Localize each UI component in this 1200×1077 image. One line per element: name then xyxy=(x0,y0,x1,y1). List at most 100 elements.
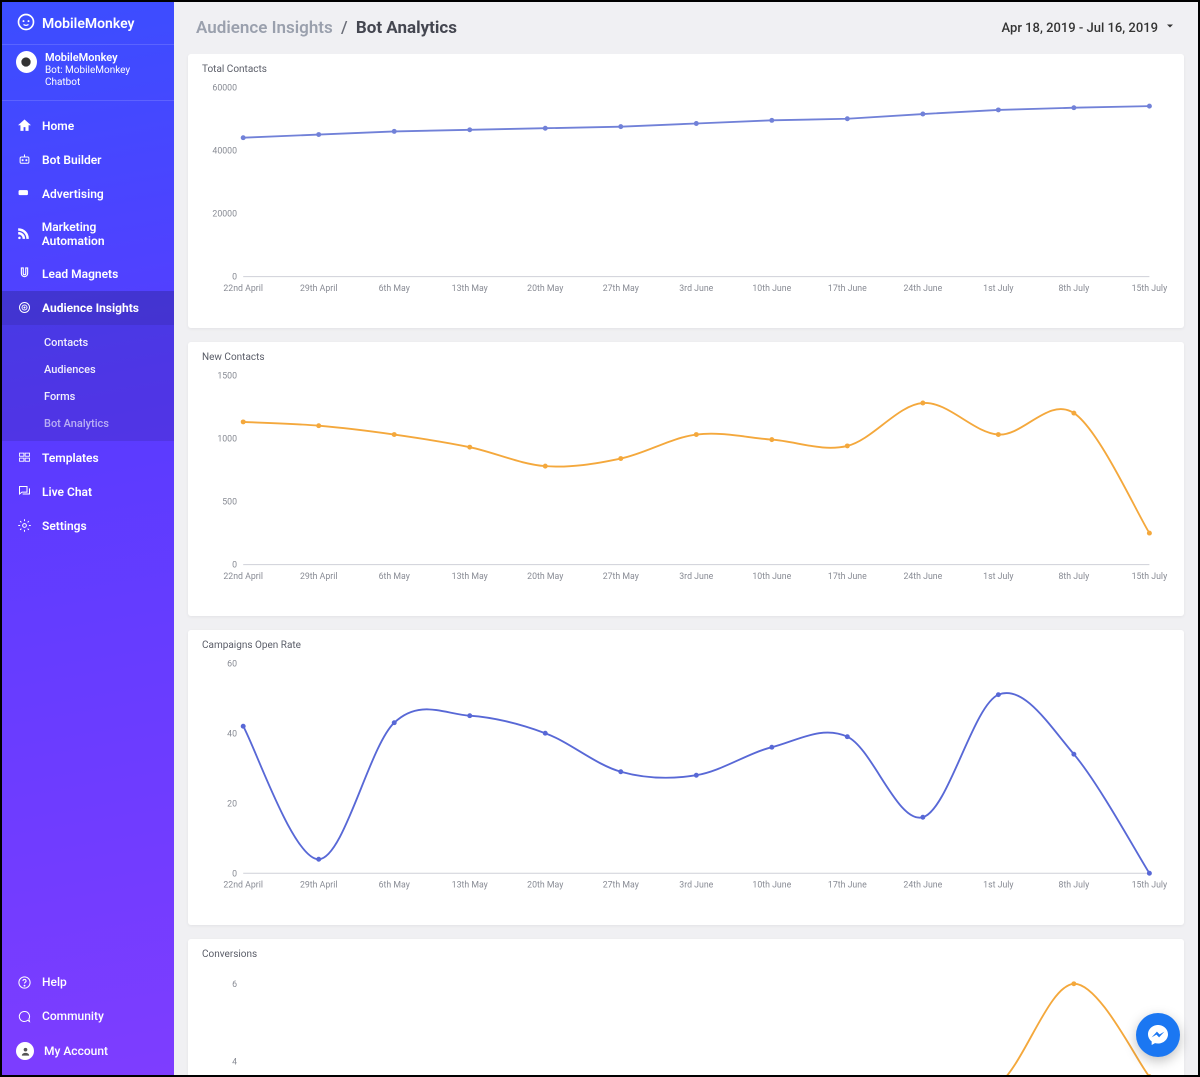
svg-text:24th June: 24th June xyxy=(903,572,942,582)
svg-text:3rd June: 3rd June xyxy=(679,881,713,891)
breadcrumb-parent[interactable]: Audience Insights xyxy=(196,18,333,38)
svg-text:1st July: 1st July xyxy=(983,881,1014,891)
date-range-label: Apr 18, 2019 - Jul 16, 2019 xyxy=(1002,21,1158,36)
content-scroll[interactable]: Total Contacts020000400006000022nd April… xyxy=(174,54,1198,1075)
svg-text:8th July: 8th July xyxy=(1059,881,1091,891)
svg-text:10th June: 10th June xyxy=(752,284,791,294)
magnet-icon xyxy=(16,266,32,282)
sidebar-item-advertising[interactable]: ADSAdvertising xyxy=(2,177,174,211)
chart-title: Total Contacts xyxy=(202,64,1170,75)
svg-text:20000: 20000 xyxy=(212,210,237,220)
rss-icon xyxy=(16,226,32,242)
footer-nav: HelpCommunityMy Account xyxy=(2,965,174,1075)
chart-svg: 020000400006000022nd April29th April6th … xyxy=(202,81,1170,322)
svg-text:24th June: 24th June xyxy=(903,881,942,891)
home-icon xyxy=(16,118,32,134)
svg-text:3rd June: 3rd June xyxy=(679,284,713,294)
user-avatar-icon xyxy=(16,1042,34,1060)
sidebar-item-lead-magnets[interactable]: Lead Magnets xyxy=(2,257,174,291)
subnav-item-audiences[interactable]: Audiences xyxy=(2,356,174,383)
svg-text:0: 0 xyxy=(232,273,237,283)
svg-text:6th May: 6th May xyxy=(379,572,411,582)
org-subtitle: Bot: MobileMonkey Chatbot xyxy=(45,65,162,90)
svg-text:24th June: 24th June xyxy=(903,284,942,294)
sidebar-item-label: Settings xyxy=(42,519,87,533)
svg-text:20th May: 20th May xyxy=(527,572,564,582)
svg-text:13th May: 13th May xyxy=(452,881,489,891)
chart-svg: 020406022nd April29th April6th May13th M… xyxy=(202,657,1170,919)
svg-text:6: 6 xyxy=(232,979,237,989)
svg-text:40: 40 xyxy=(227,729,237,739)
footer-item-help[interactable]: Help xyxy=(2,965,174,999)
subnav-item-forms[interactable]: Forms xyxy=(2,383,174,410)
breadcrumb: Audience Insights / Bot Analytics xyxy=(196,18,457,38)
svg-text:ADS: ADS xyxy=(20,191,26,195)
chart-title: New Contacts xyxy=(202,352,1170,363)
svg-text:10th June: 10th June xyxy=(752,881,791,891)
sidebar-item-label: Home xyxy=(42,119,74,133)
svg-text:27th May: 27th May xyxy=(603,572,640,582)
svg-text:8th July: 8th July xyxy=(1059,284,1091,294)
footer-item-community[interactable]: Community xyxy=(2,999,174,1033)
svg-text:1st July: 1st July xyxy=(983,284,1014,294)
org-selector[interactable]: MobileMonkey Bot: MobileMonkey Chatbot xyxy=(2,44,174,101)
svg-text:13th May: 13th May xyxy=(452,572,489,582)
sidebar-item-label: Templates xyxy=(42,451,99,465)
subnav-item-bot-analytics[interactable]: Bot Analytics xyxy=(2,410,174,437)
svg-text:17th June: 17th June xyxy=(828,572,867,582)
svg-text:6th May: 6th May xyxy=(379,881,411,891)
svg-text:500: 500 xyxy=(222,498,237,508)
main-nav: Home Bot Builder ADSAdvertising Marketing A… xyxy=(2,101,174,543)
svg-text:22nd April: 22nd April xyxy=(223,572,263,582)
sidebar: MobileMonkey MobileMonkey Bot: MobileMon… xyxy=(2,2,174,1075)
sidebar-item-templates[interactable]: Templates xyxy=(2,441,174,475)
svg-text:10th June: 10th June xyxy=(752,572,791,582)
chart-title: Conversions xyxy=(202,949,1170,960)
sidebar-item-home[interactable]: Home xyxy=(2,109,174,143)
org-avatar xyxy=(16,51,37,73)
sidebar-item-label: Lead Magnets xyxy=(42,267,118,281)
chart-svg: 05001000150022nd April29th April6th May1… xyxy=(202,369,1170,610)
subnav: ContactsAudiencesFormsBot Analytics xyxy=(2,325,174,441)
svg-text:60: 60 xyxy=(227,659,237,669)
svg-text:0: 0 xyxy=(232,869,237,879)
svg-text:20: 20 xyxy=(227,799,237,809)
topbar: Audience Insights / Bot Analytics Apr 18… xyxy=(174,2,1198,54)
chart-svg: 46 xyxy=(202,966,1170,1076)
sidebar-item-label: Bot Builder xyxy=(42,153,102,167)
svg-text:29th April: 29th April xyxy=(300,572,338,582)
org-title: MobileMonkey xyxy=(45,51,162,65)
brand-logo[interactable]: MobileMonkey xyxy=(2,2,174,44)
svg-text:4: 4 xyxy=(232,1057,237,1067)
brand-name: MobileMonkey xyxy=(42,16,135,32)
date-range-picker[interactable]: Apr 18, 2019 - Jul 16, 2019 xyxy=(1002,20,1176,36)
svg-text:8th July: 8th July xyxy=(1059,572,1091,582)
sidebar-item-label: Marketing Automation xyxy=(42,220,160,248)
help-icon xyxy=(16,974,32,990)
footer-item-my-account[interactable]: My Account xyxy=(2,1033,174,1069)
svg-text:60000: 60000 xyxy=(212,83,237,93)
templates-icon xyxy=(16,450,32,466)
svg-text:17th June: 17th June xyxy=(828,881,867,891)
chart-card-conversions: Conversions46 xyxy=(188,939,1184,1076)
sidebar-item-audience-insights[interactable]: Audience Insights xyxy=(2,291,174,325)
svg-text:1000: 1000 xyxy=(217,434,237,444)
community-icon xyxy=(16,1008,32,1024)
svg-text:3rd June: 3rd June xyxy=(679,572,713,582)
sidebar-item-live-chat[interactable]: Live Chat xyxy=(2,475,174,509)
svg-text:6th May: 6th May xyxy=(379,284,411,294)
breadcrumb-current: Bot Analytics xyxy=(356,18,457,38)
chevron-down-icon xyxy=(1164,20,1176,36)
subnav-item-contacts[interactable]: Contacts xyxy=(2,329,174,356)
svg-text:13th May: 13th May xyxy=(452,284,489,294)
sidebar-item-bot-builder[interactable]: Bot Builder xyxy=(2,143,174,177)
sidebar-item-settings[interactable]: Settings xyxy=(2,509,174,543)
svg-text:15th July: 15th July xyxy=(1132,284,1168,294)
messenger-fab[interactable] xyxy=(1136,1013,1180,1057)
svg-text:22nd April: 22nd April xyxy=(223,284,263,294)
chart-title: Campaigns Open Rate xyxy=(202,640,1170,651)
svg-text:29th April: 29th April xyxy=(300,881,338,891)
svg-text:29th April: 29th April xyxy=(300,284,338,294)
chart-card-newContacts: New Contacts05001000150022nd April29th A… xyxy=(188,342,1184,616)
sidebar-item-marketing-automation[interactable]: Marketing Automation xyxy=(2,211,174,257)
